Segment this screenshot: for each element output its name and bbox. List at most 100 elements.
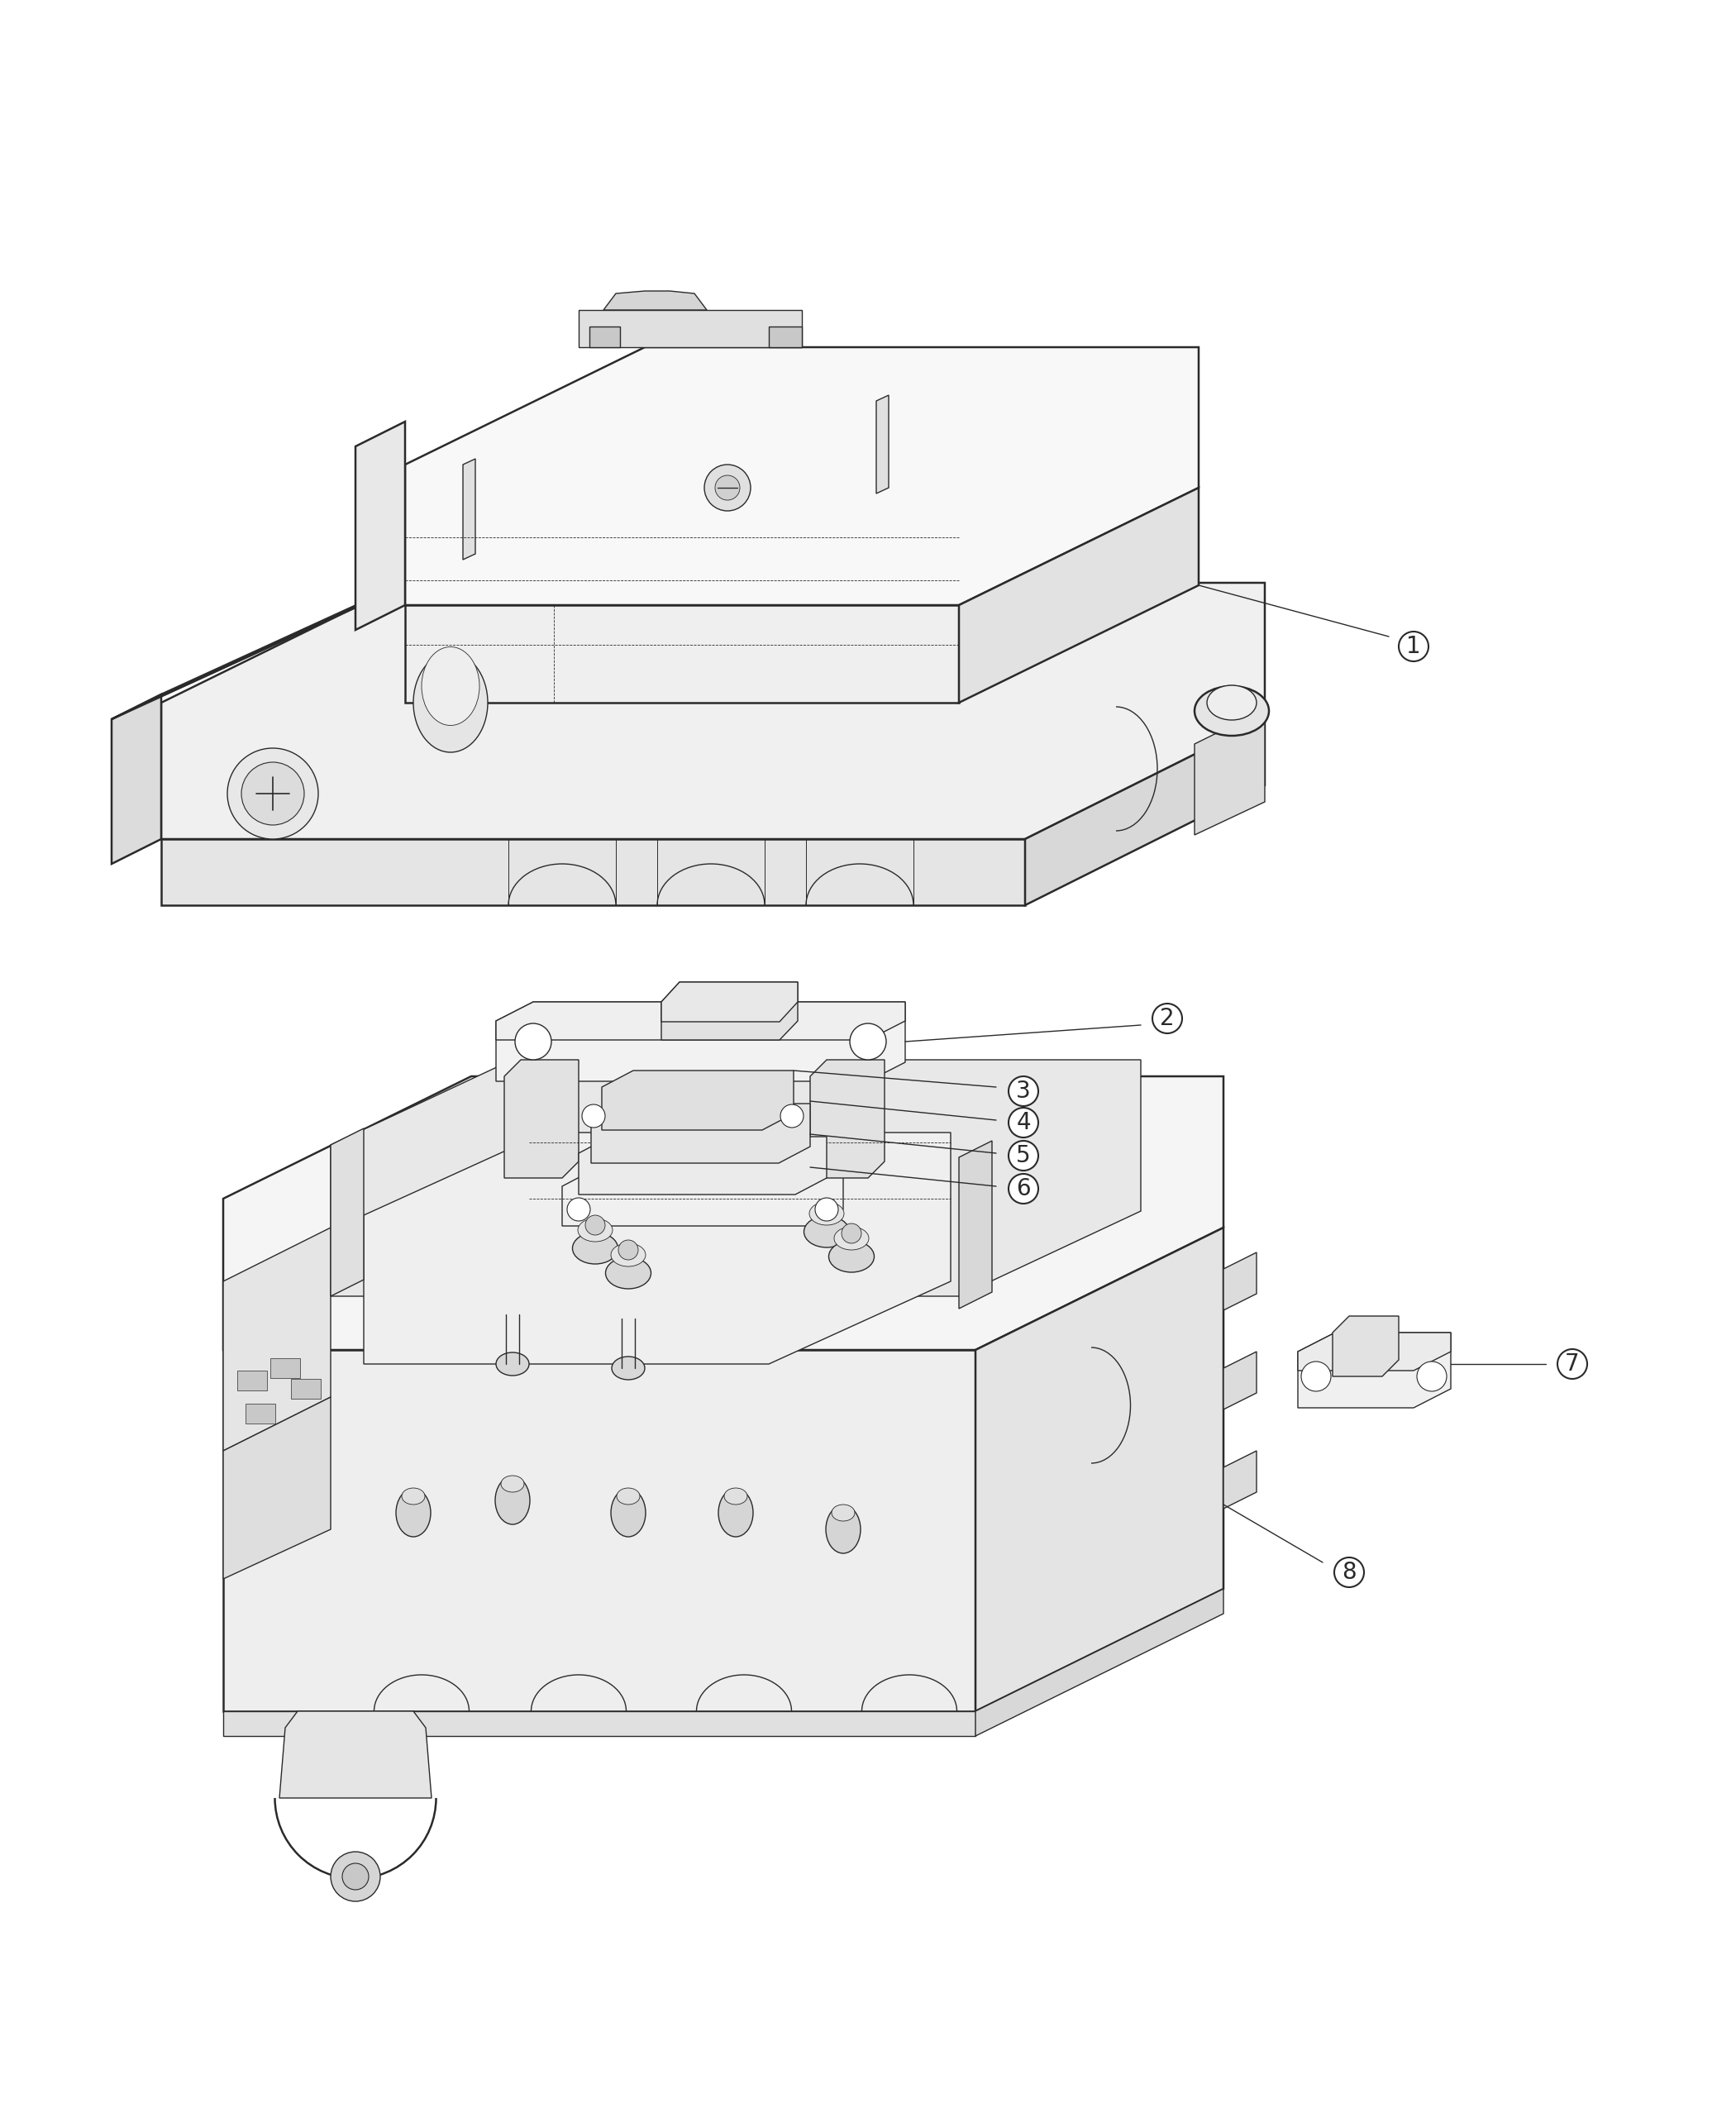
Polygon shape [877,394,889,493]
Polygon shape [404,605,958,702]
Circle shape [1009,1107,1038,1138]
Ellipse shape [502,1476,524,1492]
Polygon shape [224,1077,1224,1349]
Circle shape [241,763,304,824]
Ellipse shape [396,1488,431,1537]
Ellipse shape [828,1242,875,1273]
Ellipse shape [611,1244,646,1267]
Polygon shape [356,422,404,630]
Circle shape [568,1197,590,1221]
Polygon shape [1224,1252,1257,1311]
Text: 4: 4 [1016,1111,1031,1134]
Polygon shape [464,460,476,559]
Ellipse shape [573,1233,618,1265]
Ellipse shape [833,1227,868,1250]
Polygon shape [1194,708,1266,835]
Polygon shape [661,982,799,1022]
Ellipse shape [1194,685,1269,736]
Bar [238,1370,267,1391]
Text: 2: 2 [1160,1008,1175,1031]
Text: 6: 6 [1016,1176,1031,1199]
Circle shape [582,1105,606,1128]
Polygon shape [1299,1332,1451,1370]
Ellipse shape [401,1488,425,1505]
Ellipse shape [724,1488,746,1505]
Polygon shape [161,839,1024,904]
Circle shape [585,1214,606,1235]
Ellipse shape [422,647,479,725]
Polygon shape [111,582,404,719]
Polygon shape [1024,719,1266,904]
Polygon shape [365,1132,951,1364]
Polygon shape [496,1001,904,1081]
Polygon shape [161,582,1266,839]
Ellipse shape [832,1505,854,1522]
Polygon shape [590,327,620,348]
Circle shape [1009,1077,1038,1107]
Circle shape [1417,1362,1446,1391]
Circle shape [1557,1349,1587,1379]
Polygon shape [111,694,161,864]
Circle shape [705,464,750,510]
Circle shape [1335,1558,1364,1587]
Ellipse shape [413,653,488,753]
Polygon shape [224,1398,330,1579]
Circle shape [618,1240,639,1261]
Polygon shape [602,1071,793,1130]
Ellipse shape [616,1488,641,1505]
Circle shape [516,1022,552,1060]
Ellipse shape [809,1202,844,1225]
Ellipse shape [719,1488,753,1537]
Polygon shape [330,1060,1141,1296]
Circle shape [1009,1174,1038,1204]
Ellipse shape [611,1358,644,1381]
Polygon shape [811,1060,885,1178]
Circle shape [1399,632,1429,662]
Polygon shape [590,1105,811,1164]
Polygon shape [1224,1450,1257,1509]
Polygon shape [661,982,799,1039]
Polygon shape [976,1227,1224,1712]
Ellipse shape [826,1505,861,1554]
Text: 3: 3 [1016,1079,1031,1102]
Polygon shape [330,1128,365,1296]
Polygon shape [562,1170,844,1227]
Ellipse shape [495,1476,529,1524]
Ellipse shape [1207,685,1257,721]
Polygon shape [224,1227,330,1450]
Polygon shape [279,1712,432,1798]
Circle shape [1153,1003,1182,1033]
Circle shape [227,748,318,839]
Text: 5: 5 [1016,1145,1031,1168]
Polygon shape [1224,1351,1257,1410]
Ellipse shape [606,1256,651,1288]
Polygon shape [578,310,802,348]
Text: 1: 1 [1406,635,1420,658]
Ellipse shape [578,1218,613,1242]
Polygon shape [976,1589,1224,1737]
Text: 8: 8 [1342,1560,1356,1583]
Polygon shape [1333,1315,1399,1377]
Circle shape [851,1022,885,1060]
Circle shape [330,1851,380,1901]
Circle shape [816,1197,838,1221]
Polygon shape [769,327,802,348]
Polygon shape [604,291,707,310]
Circle shape [1009,1140,1038,1170]
Bar [292,1379,321,1400]
Circle shape [816,1199,837,1218]
Ellipse shape [496,1353,529,1377]
Polygon shape [224,1712,976,1737]
Circle shape [1302,1362,1332,1391]
Polygon shape [404,348,1198,605]
Ellipse shape [804,1216,849,1248]
Polygon shape [958,487,1198,702]
Polygon shape [503,1060,578,1178]
Text: 7: 7 [1566,1353,1580,1377]
Polygon shape [224,1349,976,1712]
Circle shape [715,474,740,500]
Ellipse shape [611,1488,646,1537]
Circle shape [781,1105,804,1128]
Bar [245,1404,276,1423]
Polygon shape [496,1001,904,1039]
